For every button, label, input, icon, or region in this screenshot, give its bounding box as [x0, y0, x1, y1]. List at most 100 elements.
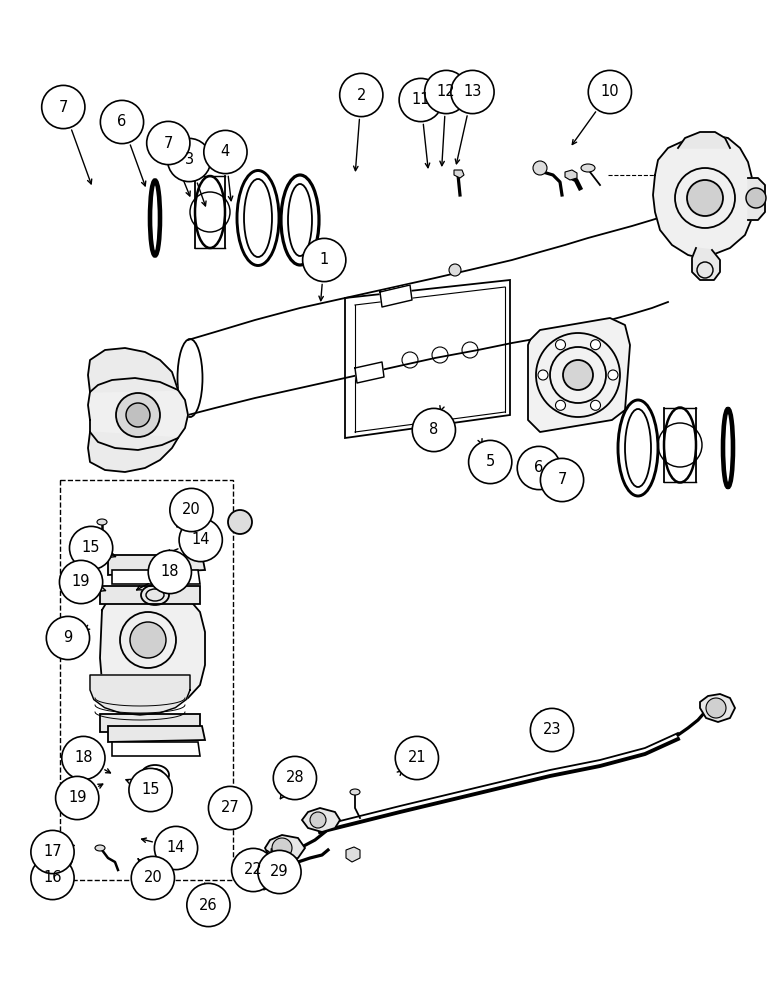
Text: 9: 9	[63, 631, 73, 646]
Circle shape	[310, 812, 326, 828]
Circle shape	[154, 826, 198, 870]
Polygon shape	[355, 362, 384, 383]
Polygon shape	[380, 285, 412, 307]
Circle shape	[425, 70, 468, 114]
Circle shape	[303, 238, 346, 282]
Circle shape	[179, 518, 222, 562]
Circle shape	[556, 400, 566, 410]
Text: 17: 17	[43, 844, 62, 859]
Text: 29: 29	[270, 864, 289, 880]
Ellipse shape	[581, 164, 595, 172]
Circle shape	[273, 756, 317, 800]
Text: 27: 27	[221, 800, 239, 816]
Ellipse shape	[350, 789, 360, 795]
Polygon shape	[265, 835, 305, 862]
Text: 14: 14	[167, 840, 185, 856]
Circle shape	[131, 856, 174, 900]
Polygon shape	[90, 675, 190, 715]
Polygon shape	[346, 847, 360, 862]
Polygon shape	[258, 875, 272, 890]
Polygon shape	[454, 170, 464, 178]
Text: 14: 14	[191, 532, 210, 548]
Polygon shape	[565, 170, 577, 180]
Text: 8: 8	[429, 422, 438, 438]
Text: 18: 18	[161, 564, 179, 580]
Circle shape	[451, 70, 494, 114]
Circle shape	[706, 698, 726, 718]
Circle shape	[538, 370, 548, 380]
Text: 5: 5	[486, 454, 495, 470]
Polygon shape	[88, 378, 188, 450]
Circle shape	[69, 526, 113, 570]
Circle shape	[412, 408, 455, 452]
Circle shape	[591, 400, 601, 410]
Text: 4: 4	[221, 144, 230, 159]
Circle shape	[272, 838, 292, 858]
Text: 3: 3	[185, 152, 194, 167]
Circle shape	[395, 736, 438, 780]
Text: 19: 19	[68, 790, 86, 806]
Polygon shape	[528, 318, 630, 432]
Text: 15: 15	[82, 540, 100, 556]
Circle shape	[31, 856, 74, 900]
Circle shape	[588, 70, 631, 114]
Polygon shape	[700, 694, 735, 722]
Polygon shape	[88, 348, 178, 392]
Text: 6: 6	[534, 460, 543, 476]
Circle shape	[556, 340, 566, 350]
Text: 22: 22	[244, 862, 262, 878]
Text: 7: 7	[164, 135, 173, 150]
Circle shape	[42, 85, 85, 129]
Circle shape	[608, 370, 618, 380]
Text: 13: 13	[463, 85, 482, 100]
Circle shape	[540, 458, 584, 502]
Text: 12: 12	[437, 85, 455, 100]
Text: 7: 7	[557, 473, 567, 488]
Circle shape	[56, 776, 99, 820]
Text: 19: 19	[72, 574, 90, 589]
Polygon shape	[302, 808, 340, 832]
Circle shape	[232, 848, 275, 892]
Circle shape	[62, 736, 105, 780]
Polygon shape	[108, 726, 205, 742]
Circle shape	[228, 510, 252, 534]
Circle shape	[530, 708, 574, 752]
Circle shape	[469, 440, 512, 484]
Polygon shape	[108, 555, 205, 575]
Text: 2: 2	[357, 88, 366, 103]
Polygon shape	[692, 248, 720, 280]
Text: 16: 16	[43, 870, 62, 886]
Circle shape	[563, 360, 593, 390]
Text: 28: 28	[286, 770, 304, 786]
Circle shape	[258, 850, 301, 894]
Polygon shape	[100, 714, 200, 732]
Polygon shape	[112, 742, 200, 756]
Circle shape	[175, 840, 195, 860]
Polygon shape	[748, 178, 765, 220]
Circle shape	[46, 616, 90, 660]
Circle shape	[100, 100, 144, 144]
Circle shape	[533, 161, 547, 175]
Circle shape	[399, 78, 442, 122]
Text: 18: 18	[74, 750, 93, 766]
Circle shape	[208, 786, 252, 830]
Circle shape	[449, 264, 461, 276]
Circle shape	[170, 488, 213, 532]
Circle shape	[116, 393, 160, 437]
Polygon shape	[678, 132, 730, 148]
Circle shape	[187, 883, 230, 927]
Text: 20: 20	[182, 502, 201, 518]
Circle shape	[687, 180, 723, 216]
Text: 11: 11	[411, 93, 430, 107]
Text: 20: 20	[144, 870, 162, 886]
Text: 1: 1	[320, 252, 329, 267]
Circle shape	[168, 138, 211, 182]
Text: 7: 7	[59, 100, 68, 114]
Circle shape	[130, 622, 166, 658]
Ellipse shape	[95, 845, 105, 851]
Text: 10: 10	[601, 85, 619, 100]
Circle shape	[59, 560, 103, 604]
Polygon shape	[88, 432, 178, 472]
Circle shape	[517, 446, 560, 490]
Circle shape	[31, 830, 74, 874]
